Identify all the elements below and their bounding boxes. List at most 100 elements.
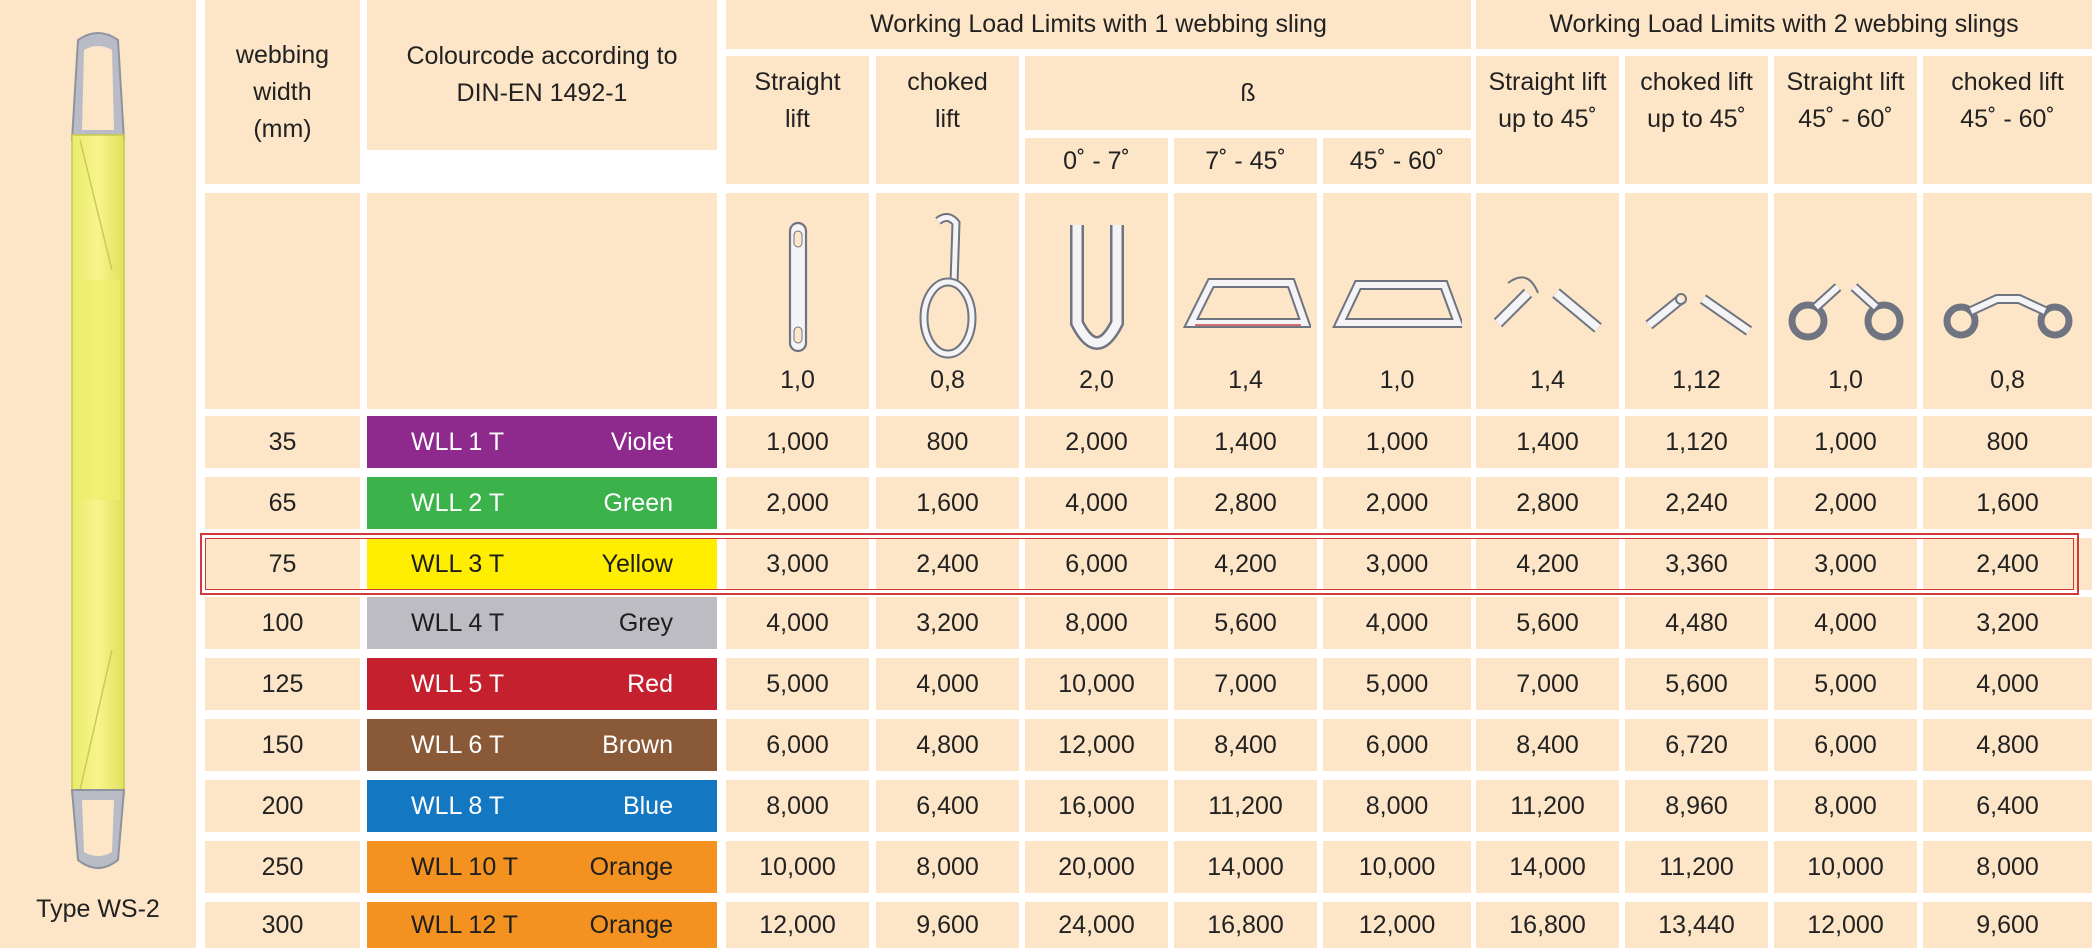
wll-value-cell: 8,400 [1476,719,1619,771]
wll-value-cell: 1,600 [1923,477,2092,529]
wll-value-cell: 3,000 [1774,538,1917,590]
colour-name: Orange [589,910,673,939]
wll-label: WLL 2 T [411,488,505,517]
colour-code-swatch: WLL 5 T Red [367,658,717,710]
header-group-1-sling: Working Load Limits with 1 webbing sling [726,0,1471,49]
wll-value-cell: 5,000 [726,658,869,710]
wll-value-cell: 7,000 [1174,658,1317,710]
wll-label: WLL 8 T [411,791,505,820]
wll-value-cell: 5,000 [1323,658,1471,710]
load-factor: 1,0 [1379,366,1415,394]
wll-value-cell: 7,000 [1476,658,1619,710]
two-sling-straight-45-icon [1476,213,1619,393]
wll-value-cell: 5,600 [1174,597,1317,649]
wll-value-cell: 12,000 [726,902,869,948]
wll-value-cell: 9,600 [876,902,1019,948]
colour-code-swatch: WLL 12 T Orange [367,902,717,948]
wll-value-cell: 10,000 [726,841,869,893]
wll-value-cell: 2,000 [1323,477,1471,529]
wll-value-cell: 13,440 [1625,902,1768,948]
wll-value-cell: 14,000 [1476,841,1619,893]
header-beta: ß [1025,56,1471,130]
straight-lift-icon [726,213,869,393]
wll-value-cell: 2,000 [1025,416,1168,468]
wll-value-cell: 24,000 [1025,902,1168,948]
row-webbing-width: 300 [205,902,360,948]
colour-name: Violet [610,427,673,456]
pictogram-cell: 1,4 [1476,193,1619,409]
wll-value-cell: 1,400 [1174,416,1317,468]
wll-label: WLL 1 T [411,427,505,456]
row-webbing-width: 125 [205,658,360,710]
pictogram-cell: 1,4 [1174,193,1317,409]
row-webbing-width: 100 [205,597,360,649]
wll-value-cell: 1,000 [1323,416,1471,468]
wll-value-cell: 2,800 [1476,477,1619,529]
wll-label: WLL 4 T [411,608,505,637]
load-factor: 1,4 [1228,366,1263,394]
pictogram-cell: 1,0 [1323,193,1471,409]
header-group-2-slings: Working Load Limits with 2 webbing sling… [1476,0,2092,49]
wll-value-cell: 8,000 [876,841,1019,893]
wll-value-cell: 6,000 [1774,719,1917,771]
wll-value-cell: 3,360 [1625,538,1768,590]
wll-value-cell: 10,000 [1774,841,1917,893]
wll-value-cell: 1,000 [1774,416,1917,468]
wll-value-cell: 4,000 [1025,477,1168,529]
header-angle-45-60: 45˚ - 60˚ [1323,138,1471,184]
choked-lift-icon [876,213,1019,393]
wll-value-cell: 1,400 [1476,416,1619,468]
wll-label: WLL 12 T [411,910,518,939]
wll-value-cell: 3,000 [1323,538,1471,590]
sling-panel: Type WS-2 [0,0,196,948]
webbing-sling-image [70,32,126,869]
wll-value-cell: 2,240 [1625,477,1768,529]
row-webbing-width: 200 [205,780,360,832]
basket-0-7-icon [1025,213,1168,393]
colour-code-swatch: WLL 3 T Yellow [367,538,717,590]
wll-value-cell: 4,200 [1174,538,1317,590]
picture-colour-empty [367,193,717,409]
row-webbing-width: 250 [205,841,360,893]
colour-name: Orange [589,852,673,881]
load-factor: 0,8 [1990,366,2025,394]
wll-value-cell: 2,800 [1174,477,1317,529]
pictogram-cell: 2,0 [1025,193,1168,409]
colour-code-swatch: WLL 1 T Violet [367,416,717,468]
wll-value-cell: 16,000 [1025,780,1168,832]
wll-label: WLL 5 T [411,669,505,698]
load-factor: 1,12 [1672,366,1721,394]
colour-name: Brown [602,730,673,759]
basket-7-45-icon [1174,213,1317,393]
colour-name: Red [627,669,673,698]
row-webbing-width: 75 [205,538,360,590]
wll-value-cell: 5,600 [1476,597,1619,649]
wll-value-cell: 8,000 [726,780,869,832]
pictogram-cell: 0,8 [1923,193,2092,409]
load-factor: 1,0 [780,366,815,394]
picture-width-empty [205,193,360,409]
wll-value-cell: 9,600 [1923,902,2092,948]
wll-value-cell: 8,400 [1174,719,1317,771]
header-webbing-width: webbing width (mm) [205,0,360,184]
load-factor: 0,8 [930,366,965,394]
header-straight-lift: Straight lift [726,56,869,184]
header-two-choked-60: choked lift 45˚ - 60˚ [1923,56,2092,184]
pictogram-cell: 1,0 [1774,193,1917,409]
wll-value-cell: 14,000 [1174,841,1317,893]
wll-value-cell: 4,000 [1923,658,2092,710]
pictogram-cell: 0,8 [876,193,1019,409]
pictogram-cell: 1,0 [726,193,869,409]
wll-value-cell: 16,800 [1476,902,1619,948]
wll-value-cell: 2,400 [1923,538,2092,590]
wll-value-cell: 20,000 [1025,841,1168,893]
load-factor: 2,0 [1079,366,1114,394]
wll-value-cell: 6,400 [1923,780,2092,832]
header-two-straight-45: Straight lift up to 45˚ [1476,56,1619,184]
colour-name: Grey [618,608,673,637]
colour-code-swatch: WLL 2 T Green [367,477,717,529]
wll-value-cell: 4,200 [1476,538,1619,590]
wll-value-cell: 4,000 [1774,597,1917,649]
wll-value-cell: 5,600 [1625,658,1768,710]
